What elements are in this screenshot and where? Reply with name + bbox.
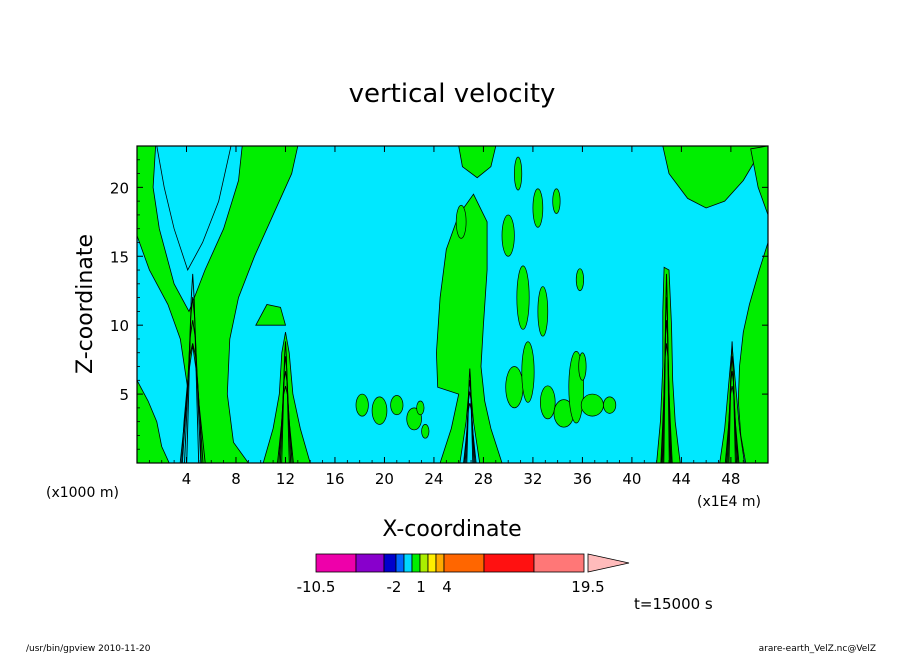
colorbar <box>315 553 630 573</box>
updraft-cell <box>552 188 561 214</box>
plume-core <box>277 341 294 463</box>
colorbar-label: 19.5 <box>571 578 604 596</box>
colorbar-segment <box>355 553 385 573</box>
plume-contour-line <box>724 386 740 463</box>
updraft-cell <box>355 393 369 417</box>
x-tick-label: 8 <box>231 470 241 488</box>
x-tick-label: 4 <box>182 470 192 488</box>
plume-core <box>463 368 477 463</box>
colorbar-segment <box>383 553 397 573</box>
updraft-cell <box>390 395 404 416</box>
updraft-cell <box>505 366 524 409</box>
plot-frame <box>136 145 769 464</box>
updraft-cell <box>371 396 388 425</box>
updraft-patch-12 <box>255 304 287 326</box>
x-tick-label: 48 <box>721 470 740 488</box>
x-unit-right: (x1E4 m) <box>697 494 761 510</box>
colorbar-extension-arrow <box>587 553 630 573</box>
updraft-plume-12 <box>262 332 311 463</box>
x-tick-label: 20 <box>375 470 394 488</box>
updraft-cell <box>578 352 587 381</box>
colorbar-segment <box>427 553 437 573</box>
plume-contour-line <box>463 403 477 463</box>
y-tick-label: 5 <box>119 386 129 404</box>
plot-area <box>136 145 769 464</box>
updraft-edge-left <box>137 380 170 463</box>
x-axis: 4 8 12 16 20 24 28 32 36 40 44 48 <box>148 146 757 488</box>
colorbar-segment <box>411 553 421 573</box>
colorbar-segment <box>443 553 485 573</box>
colorbar-label: 1 <box>416 578 426 596</box>
updraft-cell <box>580 393 604 417</box>
colorbar-segment <box>435 553 445 573</box>
updraft-cell <box>603 396 617 414</box>
x-axis-label: X-coordinate <box>382 517 521 542</box>
plume-contour-line <box>277 385 294 463</box>
colorbar-segment <box>403 553 413 573</box>
time-label: t=15000 s <box>634 595 713 613</box>
updraft-column-center <box>435 193 503 463</box>
plume-core <box>724 341 740 463</box>
chart-title: vertical velocity <box>349 79 556 109</box>
downdraft-region-left-upper <box>156 146 232 272</box>
updraft-region-left <box>137 146 299 463</box>
x-unit-left: (x1000 m) <box>46 485 119 501</box>
colorbar-segment <box>315 553 357 573</box>
plume-contour-line <box>179 343 206 463</box>
y-tick-label: 20 <box>110 179 129 197</box>
updraft-cell <box>501 214 515 257</box>
colorbar-label: -10.5 <box>297 578 336 596</box>
updraft-cell <box>537 286 549 337</box>
colorbar-segment <box>395 553 405 573</box>
contour-field <box>137 146 768 463</box>
updraft-cell <box>516 265 530 330</box>
updraft-cell <box>416 400 425 416</box>
plume-contour-line <box>660 343 673 463</box>
x-tick-label: 12 <box>276 470 295 488</box>
y-axis-label: Z-coordinate <box>73 234 98 374</box>
footer-right: arare-earth_VelZ.nc@VelZ <box>759 644 876 654</box>
updraft-cell <box>532 188 544 228</box>
updraft-cell <box>575 268 584 292</box>
footer-left: /usr/bin/gpview 2010-11-20 <box>26 644 151 654</box>
x-tick-label: 24 <box>424 470 443 488</box>
x-tick-label: 16 <box>325 470 344 488</box>
colorbar-segment <box>419 553 429 573</box>
x-tick-label: 32 <box>523 470 542 488</box>
updraft-cell <box>521 341 535 403</box>
y-tick-label: 10 <box>110 317 129 335</box>
x-tick-label: 36 <box>573 470 592 488</box>
colorbar-label: 4 <box>442 578 452 596</box>
updraft-cell <box>539 385 556 420</box>
updraft-edge-right <box>737 242 768 463</box>
updraft-top-center <box>458 146 497 179</box>
y-axis: 5 10 15 20 <box>110 159 768 450</box>
plume-core <box>660 273 673 463</box>
updraft-plume-48 <box>719 345 745 463</box>
updraft-cell <box>421 424 430 439</box>
colorbar-segment <box>533 553 585 573</box>
plume-core <box>179 273 206 463</box>
y-tick-label: 15 <box>110 248 129 266</box>
updraft-corner-right <box>750 146 768 216</box>
colorbar-labels: -10.5 -2 1 4 19.5 <box>297 578 605 596</box>
x-tick-label: 40 <box>622 470 641 488</box>
colorbar-label: -2 <box>387 578 402 596</box>
colorbar-segment <box>483 553 535 573</box>
x-tick-label: 28 <box>474 470 493 488</box>
updraft-cell <box>455 204 467 239</box>
x-tick-label: 44 <box>672 470 691 488</box>
updraft-cell <box>514 156 523 191</box>
